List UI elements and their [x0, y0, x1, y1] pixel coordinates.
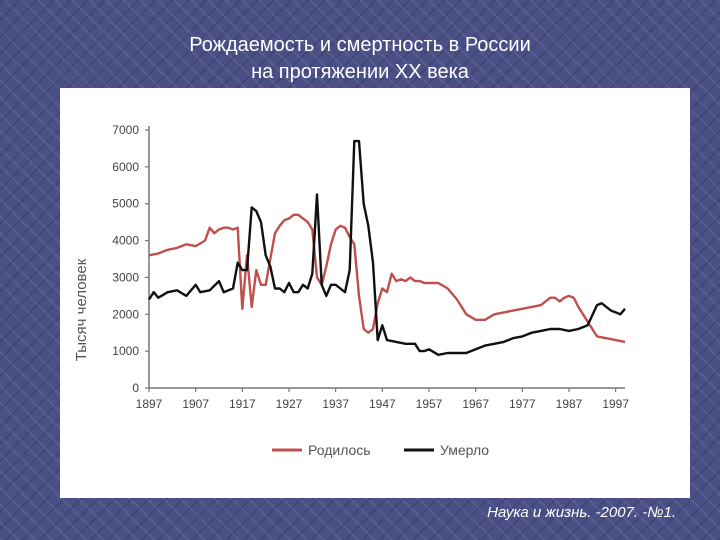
- y-tick-label: 4000: [112, 234, 139, 248]
- legend-label-births: Родилось: [308, 442, 371, 458]
- x-tick-label: 1947: [369, 397, 396, 411]
- x-tick-label: 1957: [416, 397, 443, 411]
- title-line-1: Рождаемость и смертность в России: [189, 34, 531, 56]
- axes-layer: 0 1000 2000 3000 4000 5000 6000 7000 1897 1907 191…: [112, 123, 629, 411]
- y-tick-label: 1000: [112, 344, 139, 358]
- x-tick-label: 1927: [276, 397, 303, 411]
- title-line-2: на протяжении XX века: [251, 61, 469, 83]
- source-caption: Наука и жизнь. -2007. -№1.: [487, 504, 676, 521]
- x-tick-label: 1917: [229, 397, 256, 411]
- x-tick-label: 1937: [322, 397, 349, 411]
- x-tick-label: 1997: [602, 397, 629, 411]
- slide-title: Рождаемость и смертность в России на про…: [0, 32, 720, 86]
- y-tick-label: 2000: [112, 307, 139, 321]
- chart-panel: 0 1000 2000 3000 4000 5000 6000 7000 1897 1907 191…: [60, 88, 690, 498]
- y-tick-label: 7000: [112, 123, 139, 137]
- x-tick-label: 1987: [556, 397, 583, 411]
- deaths-line: [147, 139, 626, 356]
- births-line: [148, 213, 626, 344]
- x-tick-label: 1907: [182, 397, 209, 411]
- y-tick-label: 5000: [112, 197, 139, 211]
- line-chart: 0 1000 2000 3000 4000 5000 6000 7000 1897 1907 191…: [73, 123, 629, 458]
- y-tick-label: 0: [132, 381, 139, 395]
- y-tick-label: 3000: [112, 270, 139, 284]
- x-tick-label: 1977: [509, 397, 536, 411]
- y-axis-label: Тысяч человек: [73, 258, 90, 361]
- series-layer: [147, 139, 626, 356]
- x-tick-label: 1897: [136, 397, 163, 411]
- legend: Родилось Умерло: [272, 442, 489, 458]
- y-tick-label: 6000: [112, 160, 139, 174]
- x-tick-label: 1967: [462, 397, 489, 411]
- legend-label-deaths: Умерло: [440, 442, 489, 458]
